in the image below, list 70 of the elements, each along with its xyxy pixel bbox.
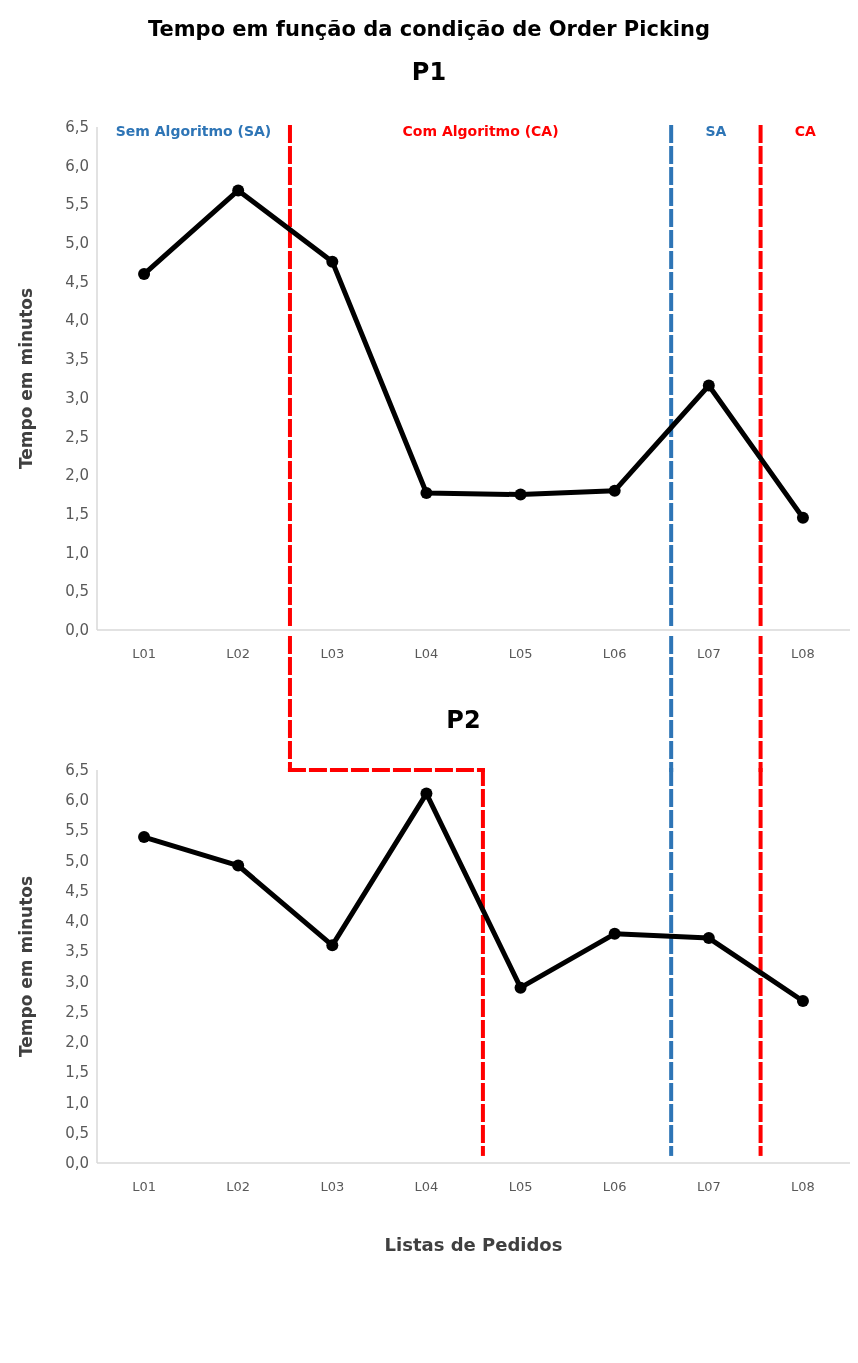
y-tick-label: 5,0 bbox=[65, 234, 89, 253]
x-axis-title: Listas de Pedidos bbox=[384, 1234, 563, 1255]
annotation: CA bbox=[794, 123, 817, 139]
y-tick-label: 0,5 bbox=[65, 1123, 89, 1142]
point bbox=[138, 268, 151, 281]
y-axis-title: Tempo em minutos bbox=[16, 287, 36, 470]
x-tick-label: L05 bbox=[508, 646, 533, 661]
y-tick-label: 3,0 bbox=[65, 388, 89, 407]
y-tick-label: 0,0 bbox=[65, 621, 89, 639]
annotation: Com Algoritmo (CA) bbox=[402, 123, 559, 139]
x-tick-label: L02 bbox=[226, 1179, 251, 1194]
y-tick-label: 3,5 bbox=[65, 350, 89, 369]
point bbox=[608, 484, 621, 497]
y-tick-label: 4,5 bbox=[65, 272, 89, 291]
y-tick-label: 3,0 bbox=[65, 972, 89, 991]
point bbox=[326, 939, 339, 952]
point bbox=[608, 927, 621, 940]
x-tick-label: L01 bbox=[132, 646, 156, 661]
y-tick-label: 2,5 bbox=[65, 1002, 89, 1021]
x-tick-label: L02 bbox=[226, 646, 251, 661]
y-tick-label: 0,5 bbox=[65, 582, 89, 601]
y-tick-label: 4,0 bbox=[65, 311, 89, 330]
point bbox=[702, 932, 715, 945]
point bbox=[796, 511, 809, 524]
y-tick-label: 0,0 bbox=[65, 1154, 89, 1172]
point bbox=[796, 994, 809, 1007]
y-tick-label: 3,5 bbox=[65, 942, 89, 961]
annotation: Sem Algoritmo (SA) bbox=[115, 123, 272, 139]
y-tick-label: 2,0 bbox=[65, 466, 89, 485]
y-tick-label: 1,0 bbox=[65, 543, 89, 562]
x-tick-label: L05 bbox=[508, 1179, 533, 1194]
point bbox=[232, 859, 245, 872]
x-tick-label: L08 bbox=[791, 1179, 815, 1194]
y-tick-label: 6,0 bbox=[65, 791, 89, 810]
y-tick-label: 6,5 bbox=[65, 118, 89, 136]
point bbox=[420, 487, 433, 500]
x-tick-label: L08 bbox=[791, 646, 815, 661]
x-tick-label: L04 bbox=[414, 1179, 439, 1194]
annotation: SA bbox=[705, 123, 727, 139]
x-tick-label: L07 bbox=[696, 646, 721, 661]
y-tick-label: 5,5 bbox=[65, 195, 89, 214]
y-tick-label: 1,0 bbox=[65, 1093, 89, 1112]
y-tick-label: 1,5 bbox=[65, 1063, 89, 1082]
point bbox=[420, 787, 433, 800]
y-tick-label: 6,5 bbox=[65, 761, 89, 779]
y-tick-label: 4,5 bbox=[65, 881, 89, 900]
point bbox=[514, 981, 527, 994]
y-tick-label: 5,0 bbox=[65, 851, 89, 870]
chart-title: P2 bbox=[446, 706, 481, 734]
x-tick-label: L06 bbox=[602, 1179, 627, 1194]
x-tick-label: L01 bbox=[132, 1179, 156, 1194]
y-tick-label: 5,5 bbox=[65, 821, 89, 840]
point bbox=[138, 831, 151, 844]
chart-subtitle: P1 bbox=[411, 58, 447, 86]
y-axis-title: Tempo em minutos bbox=[16, 875, 36, 1058]
point bbox=[702, 379, 715, 392]
y-tick-label: 6,0 bbox=[65, 156, 89, 175]
point bbox=[326, 255, 339, 268]
x-tick-label: L03 bbox=[320, 646, 345, 661]
y-tick-label: 4,0 bbox=[65, 912, 89, 931]
y-tick-label: 2,0 bbox=[65, 1033, 89, 1052]
point bbox=[514, 488, 527, 501]
point bbox=[232, 184, 245, 197]
y-tick-label: 2,5 bbox=[65, 427, 89, 446]
x-tick-label: L04 bbox=[414, 646, 439, 661]
chart-title: Tempo em função da condição de Order Picking bbox=[147, 17, 711, 41]
x-tick-label: L07 bbox=[696, 1179, 721, 1194]
x-tick-label: L06 bbox=[602, 646, 627, 661]
y-tick-label: 1,5 bbox=[65, 504, 89, 523]
x-tick-label: L03 bbox=[320, 1179, 345, 1194]
